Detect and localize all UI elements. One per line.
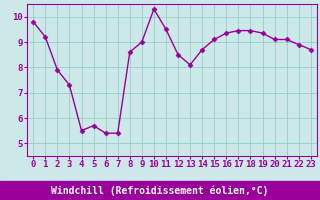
Text: Windchill (Refroidissement éolien,°C): Windchill (Refroidissement éolien,°C) bbox=[51, 185, 269, 196]
